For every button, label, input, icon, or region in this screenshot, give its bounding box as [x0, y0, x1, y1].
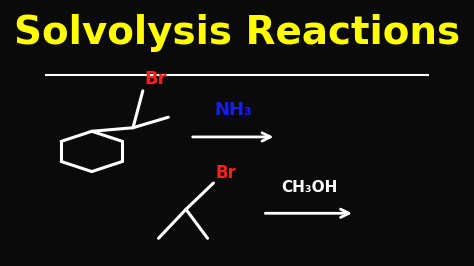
Text: Solvolysis Reactions: Solvolysis Reactions — [14, 14, 460, 52]
Text: Br: Br — [145, 70, 167, 88]
Text: Br: Br — [215, 164, 237, 182]
Text: CH₃OH: CH₃OH — [282, 180, 338, 195]
Text: NH₃: NH₃ — [214, 101, 252, 119]
